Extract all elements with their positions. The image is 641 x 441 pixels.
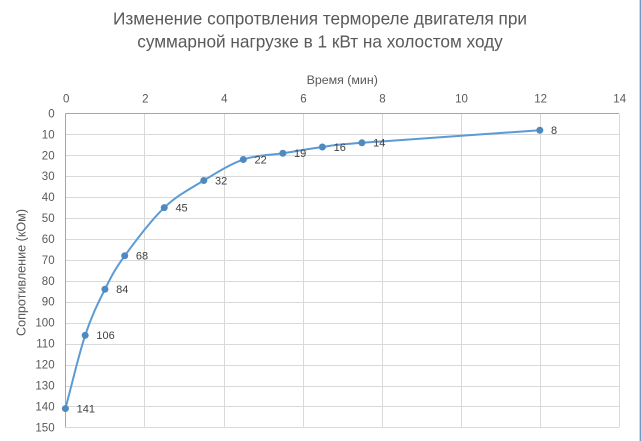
svg-text:8: 8	[551, 125, 557, 137]
svg-text:50: 50	[42, 213, 55, 225]
svg-text:100: 100	[35, 318, 54, 330]
svg-text:суммарной нагрузке в 1 кВт на: суммарной нагрузке в 1 кВт на холостом х…	[137, 31, 503, 51]
svg-text:20: 20	[42, 150, 55, 162]
svg-text:Изменение сопротвления терморе: Изменение сопротвления термореле двигате…	[113, 9, 527, 29]
svg-text:12: 12	[534, 93, 547, 105]
svg-text:10: 10	[42, 129, 55, 141]
svg-text:0: 0	[48, 108, 54, 120]
svg-text:14: 14	[613, 93, 626, 105]
svg-text:45: 45	[175, 203, 187, 215]
svg-text:70: 70	[42, 255, 55, 267]
svg-text:Время (мин): Время (мин)	[307, 73, 378, 87]
svg-text:60: 60	[42, 234, 55, 246]
svg-text:150: 150	[35, 422, 54, 434]
svg-text:Сопротивление (кОм): Сопротивление (кОм)	[14, 209, 28, 336]
svg-text:6: 6	[300, 93, 306, 105]
svg-text:130: 130	[35, 380, 54, 392]
svg-text:10: 10	[455, 93, 468, 105]
svg-text:14: 14	[373, 138, 385, 150]
svg-text:84: 84	[116, 284, 128, 296]
svg-text:2: 2	[142, 93, 148, 105]
svg-text:90: 90	[42, 297, 55, 309]
svg-text:22: 22	[255, 154, 267, 166]
svg-text:120: 120	[35, 360, 54, 372]
svg-text:32: 32	[215, 175, 227, 187]
svg-text:16: 16	[334, 142, 346, 154]
svg-text:40: 40	[42, 192, 55, 204]
svg-text:110: 110	[36, 339, 54, 351]
svg-text:80: 80	[42, 276, 55, 288]
svg-text:30: 30	[42, 171, 55, 183]
svg-text:0: 0	[63, 93, 69, 105]
svg-text:68: 68	[136, 251, 148, 263]
svg-text:19: 19	[294, 148, 306, 160]
svg-text:106: 106	[96, 330, 114, 342]
svg-text:8: 8	[379, 93, 385, 105]
svg-text:4: 4	[221, 93, 228, 105]
svg-text:141: 141	[77, 403, 95, 415]
svg-text:140: 140	[35, 401, 54, 413]
